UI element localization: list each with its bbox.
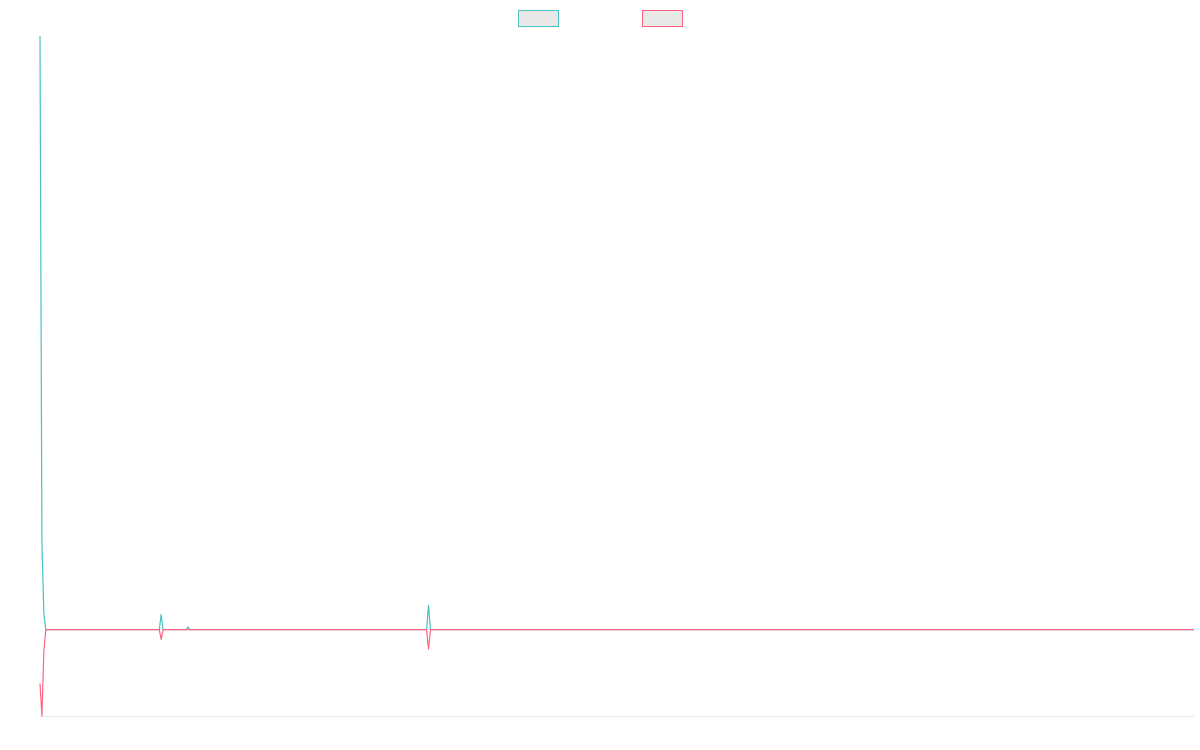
legend-swatch-1[interactable] bbox=[518, 10, 559, 27]
legend-swatch-2[interactable] bbox=[642, 10, 683, 27]
plot-area bbox=[39, 35, 1194, 717]
legend bbox=[518, 10, 683, 27]
series-1-line bbox=[39, 35, 1194, 631]
series-2-line bbox=[39, 629, 1194, 717]
series-group bbox=[39, 35, 1194, 717]
